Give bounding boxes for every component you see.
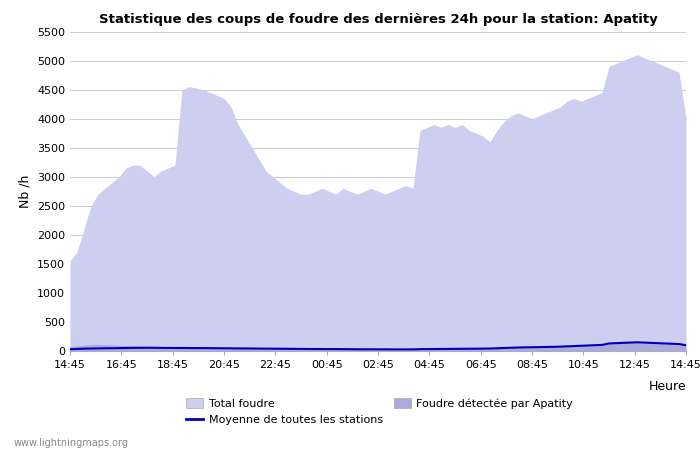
Text: www.lightningmaps.org: www.lightningmaps.org bbox=[14, 438, 129, 448]
Legend: Total foudre, Moyenne de toutes les stations, Foudre détectée par Apatity: Total foudre, Moyenne de toutes les stat… bbox=[186, 398, 573, 425]
Title: Statistique des coups de foudre des dernières 24h pour la station: Apatity: Statistique des coups de foudre des dern… bbox=[99, 13, 657, 26]
Text: Heure: Heure bbox=[648, 380, 686, 393]
Y-axis label: Nb /h: Nb /h bbox=[18, 175, 32, 208]
